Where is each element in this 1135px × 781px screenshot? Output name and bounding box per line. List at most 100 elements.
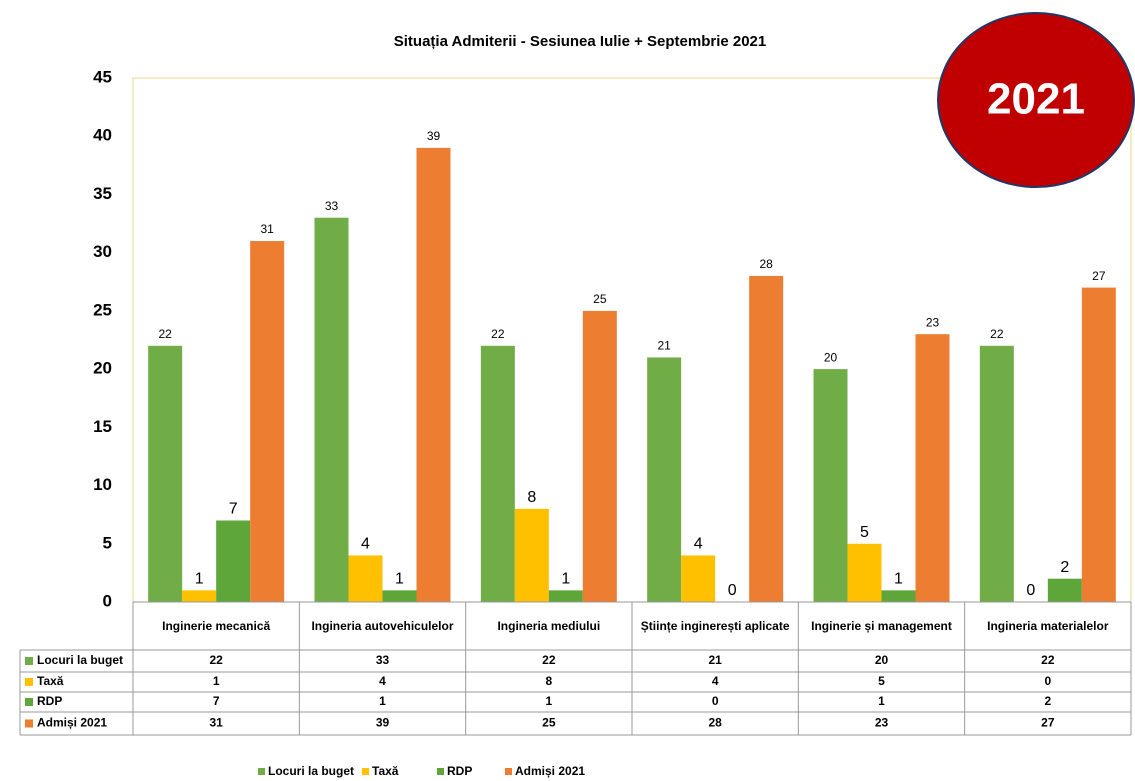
table-cell: 27 xyxy=(1041,716,1055,730)
bar xyxy=(647,357,682,602)
x-tick-label-box: Științe inginerești aplicate xyxy=(641,619,790,633)
data-label: 31 xyxy=(260,222,274,236)
y-tick-label: 30 xyxy=(93,242,112,261)
data-label: 39 xyxy=(427,129,441,143)
bar xyxy=(148,345,183,602)
table-cell: 7 xyxy=(213,694,220,708)
table-cell: 0 xyxy=(712,694,719,708)
data-label: 7 xyxy=(229,501,238,518)
table-cell: 1 xyxy=(545,694,552,708)
data-label: 28 xyxy=(759,257,773,271)
table-cell: 1 xyxy=(878,694,885,708)
bar xyxy=(681,555,716,602)
table-cell: 4 xyxy=(712,674,719,688)
x-tick-label: Inginerie mecanică xyxy=(162,618,271,633)
table-cell: 22 xyxy=(1041,653,1055,667)
data-label: 8 xyxy=(527,489,536,506)
legend-swatch xyxy=(25,719,33,728)
data-label: 4 xyxy=(694,536,703,553)
data-label: 23 xyxy=(926,315,940,329)
data-label: 1 xyxy=(561,571,570,588)
bar xyxy=(813,369,848,602)
x-tick-label-box: Ingineria autovehiculelor xyxy=(311,618,454,633)
data-label: 27 xyxy=(1092,269,1106,283)
x-tick-label: Inginerie și management xyxy=(811,618,952,633)
bar xyxy=(314,217,349,602)
legend-swatch xyxy=(25,678,33,686)
bar xyxy=(250,241,285,602)
row-label: Admiși 2021 xyxy=(37,716,107,730)
data-label: 21 xyxy=(657,339,671,353)
legend-label: Locuri la buget xyxy=(268,764,354,778)
x-tick-label-box: Ingineria mediului xyxy=(497,618,601,633)
table-cell: 39 xyxy=(376,716,390,730)
x-tick-label: Ingineria autovehiculelor xyxy=(311,618,454,633)
data-label: 0 xyxy=(728,582,737,599)
data-label: 22 xyxy=(990,327,1004,341)
data-label: 1 xyxy=(894,571,903,588)
data-label: 5 xyxy=(860,524,869,541)
data-label: 0 xyxy=(1026,582,1035,599)
y-tick-label: 0 xyxy=(103,591,112,610)
bar xyxy=(915,334,950,602)
y-tick-label: 20 xyxy=(93,359,112,378)
data-label: 4 xyxy=(361,536,370,553)
y-tick-label: 5 xyxy=(103,533,112,552)
bar xyxy=(881,590,916,602)
data-label: 2 xyxy=(1060,559,1069,576)
legend-label: RDP xyxy=(447,764,472,778)
data-label: 20 xyxy=(824,350,838,364)
badge-label: 2021 xyxy=(987,75,1085,124)
x-tick-label-box: Inginerie mecanică xyxy=(162,618,271,633)
x-tick-label-box: Inginerie și management xyxy=(811,618,952,633)
table-cell: 1 xyxy=(379,694,386,708)
legend-swatch xyxy=(25,698,33,706)
bar xyxy=(216,520,251,602)
data-label: 25 xyxy=(593,292,607,306)
table-cell: 33 xyxy=(376,653,390,667)
table-cell: 20 xyxy=(875,653,889,667)
table-cell: 8 xyxy=(545,674,552,688)
x-tick-label-box: Ingineria materialelor xyxy=(987,618,1109,633)
table-cell: 22 xyxy=(209,653,223,667)
bar xyxy=(847,543,882,602)
bar xyxy=(1081,287,1116,602)
data-label: 1 xyxy=(395,571,404,588)
legend-swatch xyxy=(505,768,512,775)
bar xyxy=(416,147,451,602)
y-tick-label: 15 xyxy=(93,417,112,436)
bar xyxy=(480,345,515,602)
data-label: 22 xyxy=(158,327,172,341)
y-tick-label: 45 xyxy=(93,67,112,86)
legend-label: Taxă xyxy=(372,764,399,778)
y-tick-label: 35 xyxy=(93,184,112,203)
bar xyxy=(1047,578,1082,602)
legend-swatch xyxy=(362,768,369,775)
table-cell: 1 xyxy=(213,674,220,688)
table-cell: 0 xyxy=(1044,674,1051,688)
legend-swatch xyxy=(258,768,265,775)
legend-label: Admiși 2021 xyxy=(515,764,585,778)
bar xyxy=(749,275,784,602)
row-label: RDP xyxy=(37,694,62,708)
table-cell: 31 xyxy=(209,716,223,730)
table-cell: 2 xyxy=(1044,694,1051,708)
x-tick-label: Ingineria materialelor xyxy=(987,618,1109,633)
data-label: 1 xyxy=(195,571,204,588)
table-cell: 4 xyxy=(379,674,386,688)
row-label: Taxă xyxy=(37,674,64,688)
table-cell: 25 xyxy=(542,716,556,730)
x-tick-label: Ingineria mediului xyxy=(497,618,601,633)
table-cell: 23 xyxy=(875,716,889,730)
y-tick-label: 10 xyxy=(93,475,112,494)
bar xyxy=(182,590,217,602)
data-label: 33 xyxy=(325,199,339,213)
bar xyxy=(979,345,1014,602)
bar xyxy=(548,590,583,602)
y-tick-label: 25 xyxy=(93,300,112,319)
bar xyxy=(382,590,417,602)
chart-title: Situația Admiterii - Sesiunea Iulie + Se… xyxy=(394,33,767,50)
legend-swatch xyxy=(437,768,444,775)
table-cell: 28 xyxy=(708,716,722,730)
